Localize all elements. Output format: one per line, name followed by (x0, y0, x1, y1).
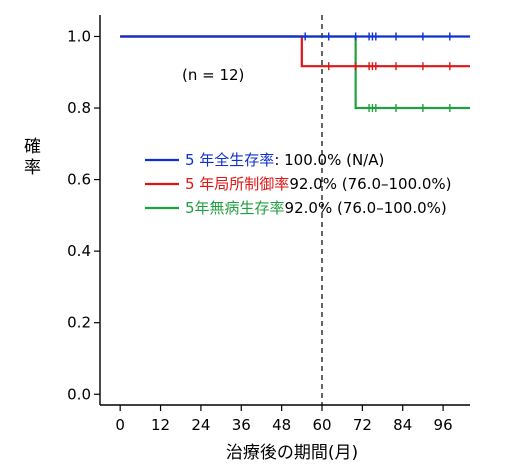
legend: 5 年全生存率: 100.0% (N/A)5 年局所制御率92.0% (76.0… (145, 151, 452, 217)
x-tick-label-4: 48 (272, 416, 291, 434)
y-tick-label-0: 0.0 (67, 385, 91, 403)
legend-value-1: 92.0% (76.0–100.0%) (289, 175, 451, 193)
y-tick-label-4: 0.8 (67, 99, 91, 117)
x-tick-label-0: 0 (115, 416, 125, 434)
legend-label-2: 5年無病生存率 (185, 199, 285, 217)
y-tick-label-3: 0.6 (67, 171, 91, 189)
legend-label-1: 5 年局所制御率 (185, 175, 289, 193)
legend-entry-2: 5年無病生存率92.0% (76.0–100.0%) (185, 199, 447, 217)
ticks-layer: 0 12 24 36 48 60 72 84 96 0.0 0.2 0.4 0.6 0.8 1.0 (67, 27, 452, 434)
x-tick-label-1: 12 (151, 416, 170, 434)
x-tick-label-8: 96 (434, 416, 453, 434)
series-layer (120, 32, 470, 113)
x-tick-label-3: 36 (232, 416, 251, 434)
x-axis-title: 治療後の期間(月) (226, 443, 358, 463)
y-axis-title: 確率 (20, 137, 41, 179)
x-tick-label-5: 60 (312, 416, 331, 434)
sample-size-annotation: (n = 12) (182, 66, 244, 84)
legend-entry-0: 5 年全生存率: 100.0% (N/A) (185, 151, 384, 169)
x-tick-label-7: 84 (393, 416, 412, 434)
series-line-1 (120, 35, 470, 68)
axes (99, 15, 470, 406)
series-line-2 (120, 35, 470, 110)
legend-value-0: : 100.0% (N/A) (274, 151, 384, 169)
legend-value-2: 92.0% (76.0–100.0%) (285, 199, 447, 217)
y-tick-label-5: 1.0 (67, 27, 91, 45)
x-tick-label-6: 72 (353, 416, 372, 434)
x-tick-label-2: 24 (191, 416, 210, 434)
legend-entry-1: 5 年局所制御率92.0% (76.0–100.0%) (185, 175, 452, 193)
y-tick-label-1: 0.2 (67, 314, 91, 332)
legend-label-0: 5 年全生存率 (185, 151, 274, 169)
y-tick-label-2: 0.4 (67, 242, 91, 260)
